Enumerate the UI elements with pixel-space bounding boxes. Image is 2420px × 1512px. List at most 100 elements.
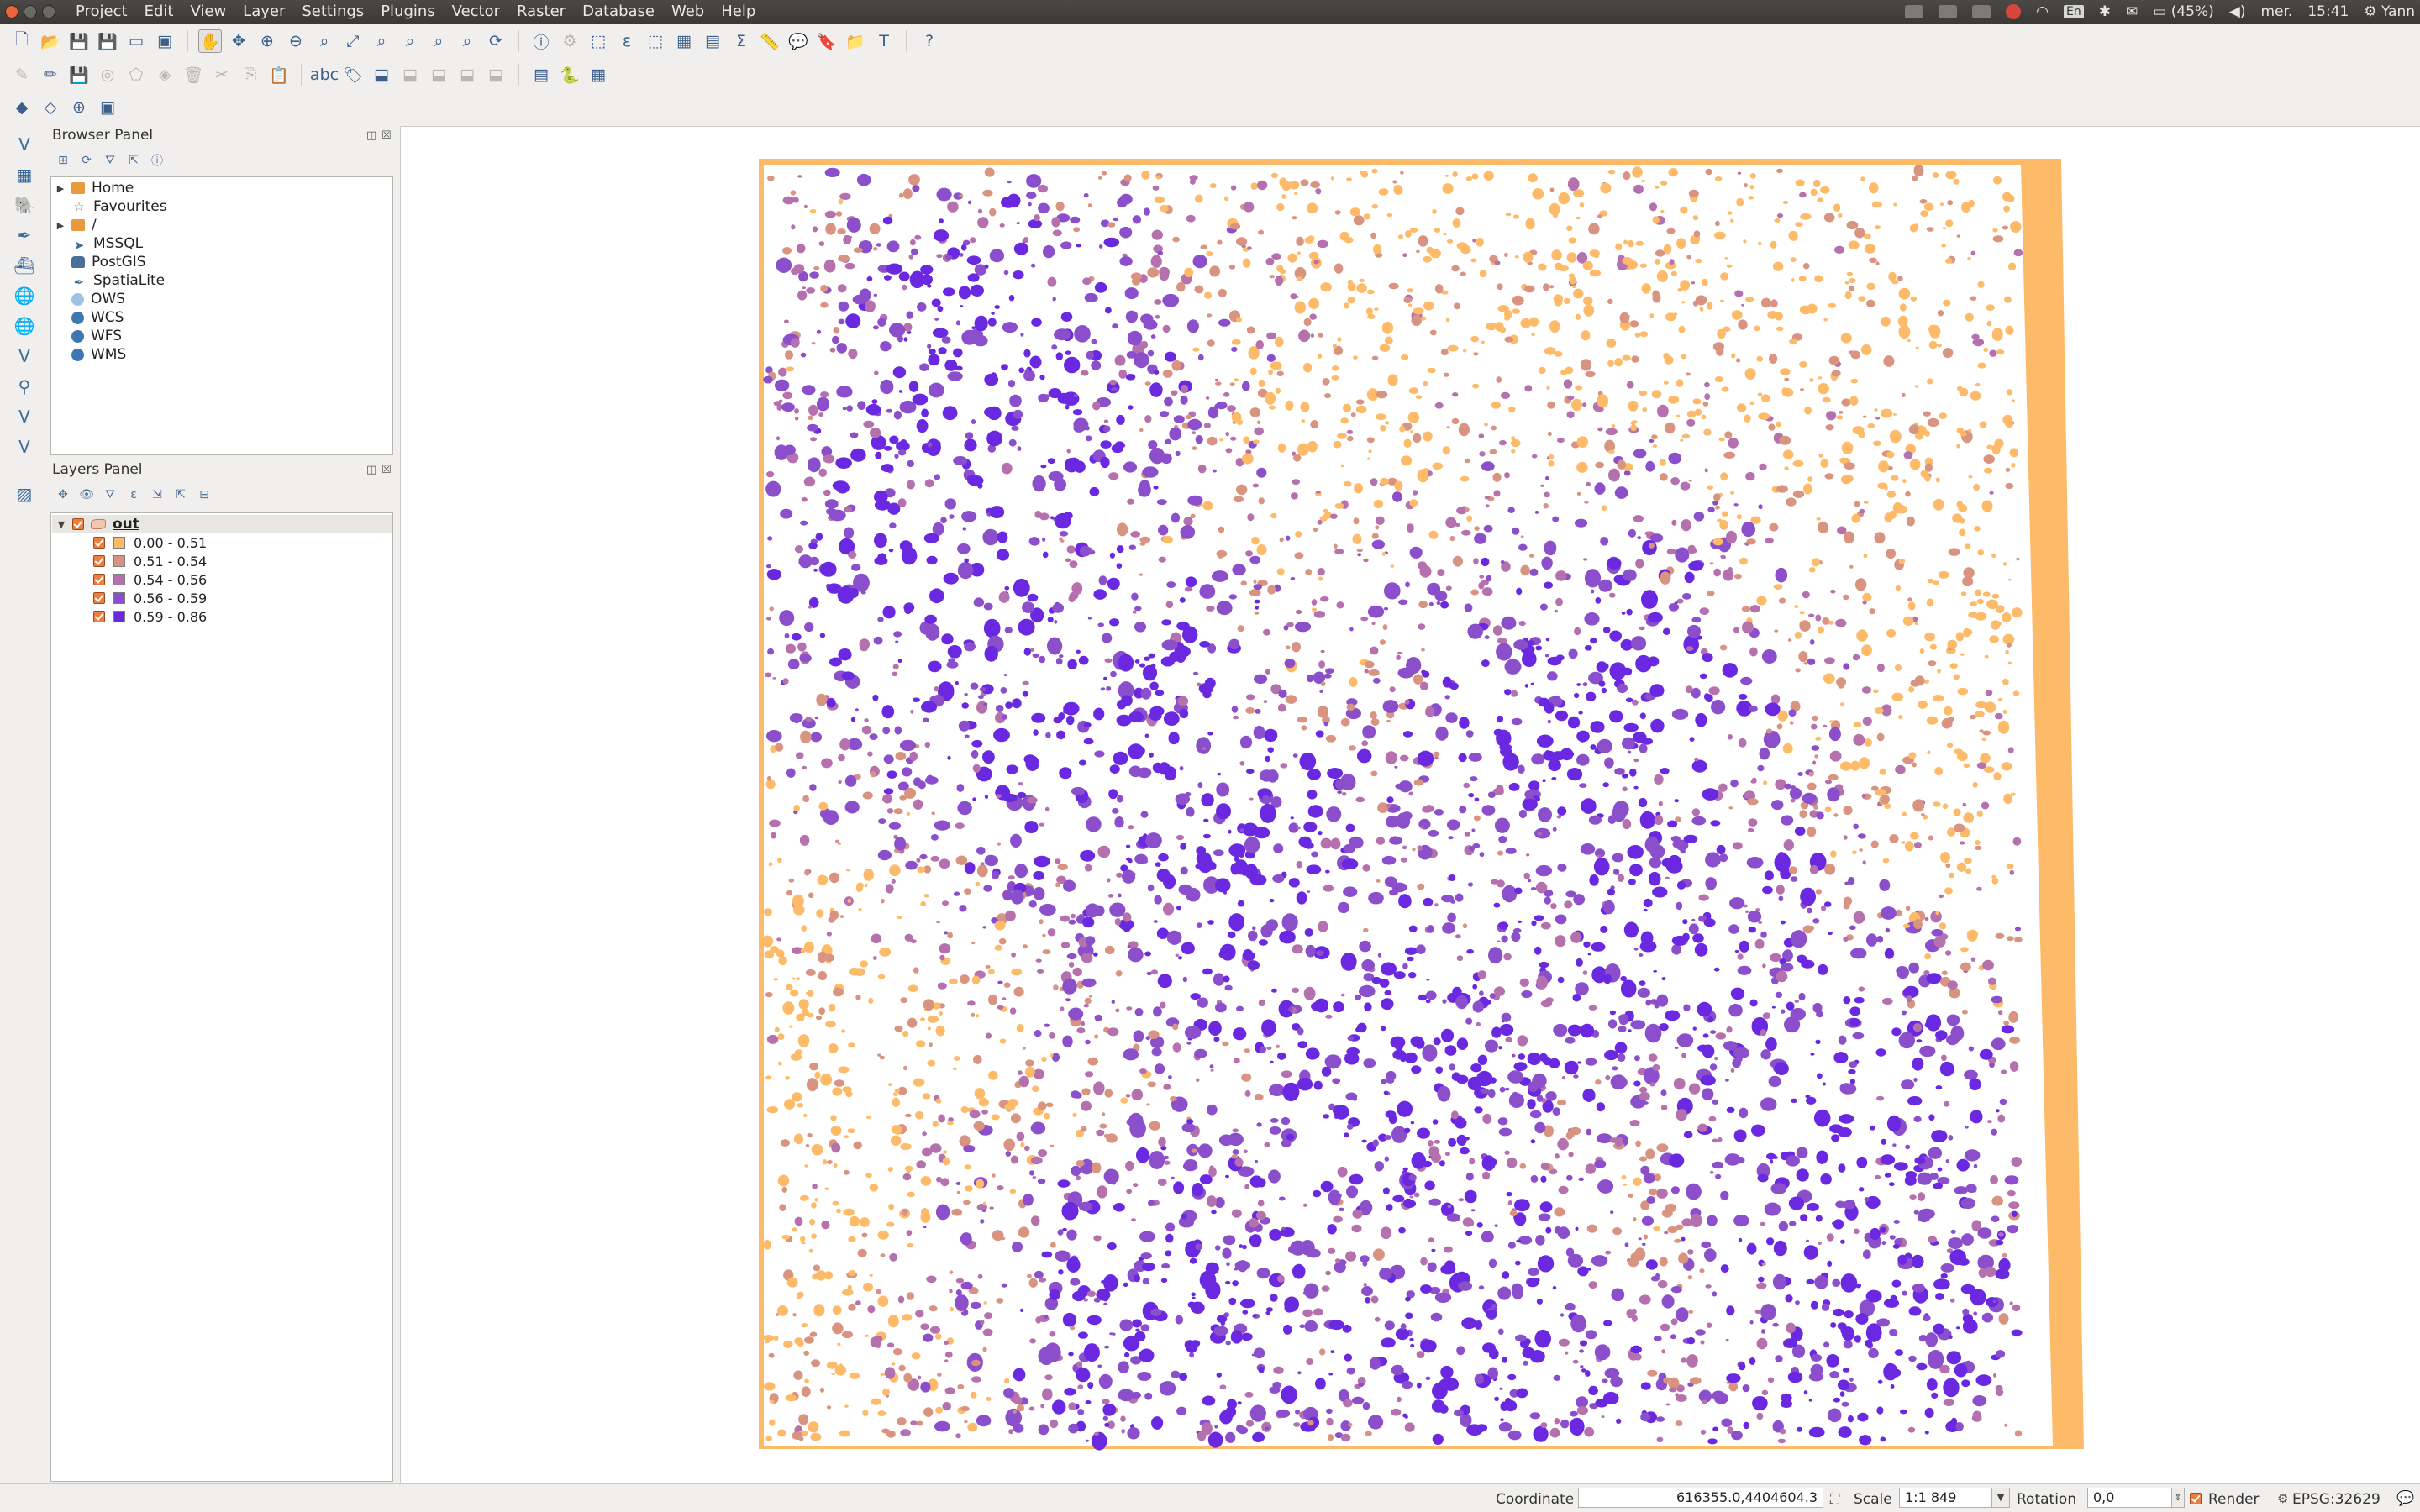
composer-manager-icon[interactable]: ▣ — [157, 32, 172, 50]
expand-arrow-icon[interactable]: ▶ — [56, 182, 65, 194]
menu-settings[interactable]: Settings — [302, 3, 365, 20]
refresh-icon[interactable]: ⟳ — [489, 32, 502, 50]
tree-item-root[interactable]: ▶ / — [51, 216, 392, 234]
map-tips-icon[interactable]: 💬 — [788, 32, 808, 51]
layer-item-out[interactable]: ▼ out — [52, 515, 392, 533]
rotate-label-icon[interactable]: ⬓ — [460, 66, 475, 84]
new-print-composer-icon[interactable]: ▭ — [129, 32, 144, 50]
legend-class-row[interactable]: 0.59 - 0.86 — [88, 607, 207, 626]
select-features-icon[interactable]: ⬚ — [591, 32, 606, 50]
show-hide-labels-icon[interactable]: ⬓ — [402, 66, 418, 84]
paste-features-icon[interactable]: 📋 — [269, 66, 289, 85]
layers-icon[interactable]: ◆ — [15, 98, 29, 117]
volume-icon[interactable]: ◀) — [2228, 3, 2246, 20]
cut-features-icon[interactable]: ✂ — [215, 66, 229, 84]
move-feature-icon[interactable]: ⬠ — [129, 66, 144, 84]
tree-item-home[interactable]: ▶ Home — [51, 179, 392, 197]
map-canvas[interactable] — [400, 126, 2420, 1483]
filter-legend-icon[interactable]: ⛛ — [105, 488, 115, 501]
keyboard-layout[interactable]: En — [2064, 5, 2084, 18]
tree-item-postgis[interactable]: PostGIS — [51, 253, 392, 271]
class-visibility-checkbox[interactable] — [93, 555, 105, 567]
georeferencer-icon[interactable]: ▨ — [16, 484, 33, 504]
expand-all-icon[interactable]: ⇲ — [152, 488, 162, 501]
menu-database[interactable]: Database — [582, 3, 655, 20]
class-visibility-checkbox[interactable] — [93, 574, 105, 585]
add-raster-layer-icon[interactable]: ▦ — [16, 165, 33, 185]
properties-icon[interactable]: ⓘ — [151, 155, 163, 168]
zoom-next-icon[interactable]: ⌕ — [462, 32, 472, 50]
tree-item-favourites[interactable]: ☆ Favourites — [51, 197, 392, 216]
layer-styling-icon[interactable]: ✥ — [58, 488, 68, 501]
help-icon[interactable]: ? — [924, 32, 934, 50]
zoom-full-icon[interactable]: ⤢ — [346, 32, 360, 50]
run-action-icon[interactable]: ⚙ — [562, 32, 577, 50]
change-label-icon[interactable]: ⬓ — [488, 66, 503, 84]
current-edits-icon[interactable]: ✎ — [15, 66, 29, 84]
zoom-layer-icon[interactable]: ⌕ — [405, 32, 415, 50]
measure-icon[interactable]: 📏 — [760, 32, 780, 51]
tree-item-ows[interactable]: OWS — [51, 290, 392, 308]
add-virtual-layer-icon[interactable]: V — [18, 407, 30, 427]
legend-class-row[interactable]: 0.56 - 0.59 — [88, 589, 207, 607]
menu-raster[interactable]: Raster — [517, 3, 566, 20]
label-tool-icon[interactable]: abc — [309, 66, 339, 84]
refresh-icon[interactable]: ⟳ — [82, 154, 92, 167]
pan-to-selection-icon[interactable]: ✥ — [232, 32, 245, 50]
new-project-icon[interactable]: 🗋 — [15, 30, 29, 49]
bluetooth-icon[interactable]: ✱ — [2098, 3, 2111, 20]
csw-icon[interactable]: ▤ — [534, 66, 549, 84]
python-console-icon[interactable]: 🐍 — [560, 66, 580, 85]
save-edits-icon[interactable]: 💾 — [69, 66, 89, 85]
new-shapefile-icon[interactable]: V — [18, 437, 30, 457]
zoom-selection-icon[interactable]: ⌕ — [376, 32, 387, 50]
collapse-arrow-icon[interactable]: ▼ — [57, 518, 66, 530]
copy-features-icon[interactable]: ⎘ — [244, 66, 257, 84]
save-as-icon[interactable]: 💾 — [97, 32, 118, 51]
add-vector-layer-icon[interactable]: V — [18, 134, 30, 155]
legend-class-row[interactable]: 0.00 - 0.51 — [88, 533, 207, 552]
identify-icon[interactable]: ⓘ — [533, 33, 550, 52]
delete-selected-icon[interactable]: 🗑 — [182, 66, 204, 85]
close-panel-icon[interactable]: ☒ — [381, 464, 392, 476]
wifi-icon[interactable]: ◠ — [2036, 3, 2049, 20]
new-bookmark-icon[interactable]: 🔖 — [817, 32, 837, 51]
add-delimited-text-icon[interactable]: ⚲ — [18, 376, 31, 396]
tree-item-mssql[interactable]: ➤ MSSQL — [51, 234, 392, 253]
menu-plugins[interactable]: Plugins — [381, 3, 435, 20]
menu-web[interactable]: Web — [671, 3, 705, 20]
class-visibility-checkbox[interactable] — [93, 537, 105, 549]
select-by-expression-icon[interactable]: ε — [622, 32, 632, 50]
zoom-last-icon[interactable]: ⌕ — [434, 32, 444, 50]
record-icon[interactable] — [1972, 5, 1991, 18]
menu-help[interactable]: Help — [721, 3, 756, 20]
move-label-icon[interactable]: ⬓ — [431, 66, 446, 84]
add-wms-layer-icon[interactable]: 🌐 — [13, 286, 35, 306]
clock-day[interactable]: mer. — [2260, 3, 2293, 20]
add-postgis-layer-icon[interactable]: 🐘 — [13, 195, 35, 215]
zoom-native-icon[interactable]: ⌕ — [319, 32, 329, 50]
class-visibility-checkbox[interactable] — [93, 611, 105, 622]
session-menu[interactable]: ⚙ Yann — [2364, 3, 2415, 20]
statistics-icon[interactable]: ▤ — [705, 32, 720, 50]
float-panel-icon[interactable]: ◫ — [366, 464, 377, 476]
pin-labels-icon[interactable]: ⬓ — [374, 66, 389, 84]
layer-visibility-checkbox[interactable] — [72, 518, 84, 530]
mail-icon[interactable]: ✉ — [2125, 3, 2139, 20]
menu-view[interactable]: View — [190, 3, 227, 20]
toggle-editing-icon[interactable]: ✏ — [44, 66, 57, 84]
dropbox-icon[interactable] — [1905, 5, 1924, 18]
menu-project[interactable]: Project — [76, 3, 128, 20]
minimize-window-icon[interactable] — [24, 5, 37, 18]
filter-expression-icon[interactable]: ε — [130, 488, 137, 501]
class-visibility-checkbox[interactable] — [93, 592, 105, 604]
filter-icon[interactable]: ⛛ — [105, 154, 115, 167]
show-bookmarks-icon[interactable]: 📁 — [845, 32, 865, 51]
zoom-in-icon[interactable]: ⊕ — [260, 32, 274, 50]
remove-layer-icon[interactable]: ⊟ — [199, 488, 209, 501]
no-entry-icon[interactable] — [2006, 4, 2022, 19]
collapse-all-icon[interactable]: ⇱ — [176, 488, 186, 501]
save-project-icon[interactable]: 💾 — [69, 32, 89, 51]
layer-styling-icon[interactable]: ◇ — [44, 98, 57, 117]
manage-map-themes-icon[interactable]: ▣ — [100, 98, 115, 117]
